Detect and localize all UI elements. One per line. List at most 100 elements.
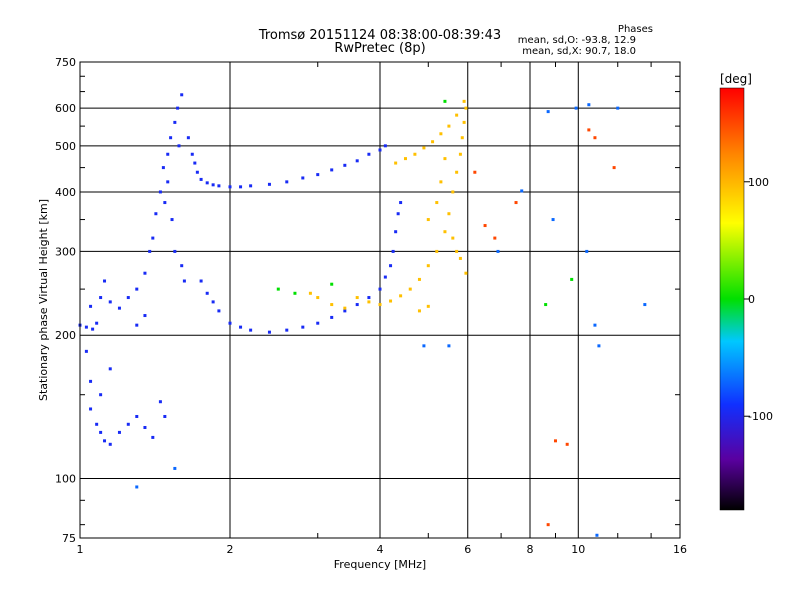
data-point (308, 291, 312, 295)
data-point (330, 303, 334, 307)
data-point (199, 177, 203, 181)
data-point (108, 300, 112, 304)
colorbar-tick-label: 100 (748, 176, 769, 189)
y-tick-label: 750 (55, 56, 76, 69)
data-point (422, 146, 426, 150)
data-point (89, 304, 93, 308)
data-point (593, 136, 597, 140)
data-point (173, 249, 177, 253)
data-point (205, 181, 209, 185)
data-point (458, 256, 462, 260)
plot-frame (79, 61, 681, 539)
x-tick-label: 2 (227, 543, 234, 556)
data-point (451, 236, 455, 240)
y-tick-label: 500 (55, 140, 76, 153)
data-point (391, 249, 395, 253)
data-point (95, 422, 99, 426)
x-axis-label: Frequency [MHz] (334, 558, 426, 571)
data-point (158, 190, 162, 194)
data-point (143, 271, 147, 275)
colorbar-tick-label: 0 (748, 293, 755, 306)
data-point (182, 279, 186, 283)
data-point (585, 249, 589, 253)
data-point (455, 113, 459, 117)
data-point (103, 439, 107, 443)
data-point (426, 218, 430, 222)
x-tick-label: 1 (77, 543, 84, 556)
data-point (616, 106, 620, 110)
data-point (443, 99, 447, 103)
colorbar-ticks: 100 0 -100 (744, 176, 773, 423)
data-point (643, 303, 647, 307)
data-point (143, 314, 147, 318)
data-point (249, 328, 253, 332)
data-point (464, 106, 468, 110)
data-point (99, 296, 103, 300)
data-point (228, 185, 232, 189)
data-point (151, 435, 155, 439)
data-point (249, 184, 253, 188)
data-point (355, 159, 359, 163)
data-point (458, 152, 462, 156)
data-point (228, 321, 232, 325)
data-point (587, 103, 591, 107)
data-point (135, 323, 139, 327)
y-tick-label: 100 (55, 473, 76, 486)
data-point (217, 309, 221, 313)
data-point (267, 330, 271, 334)
data-point (163, 414, 167, 418)
data-point (135, 414, 139, 418)
data-point (460, 136, 464, 140)
data-point (447, 212, 451, 216)
data-point (108, 367, 112, 371)
data-point (389, 264, 393, 268)
data-point (199, 279, 203, 283)
data-point (151, 236, 155, 240)
data-point (176, 106, 180, 110)
data-point (166, 180, 170, 184)
data-point (211, 183, 215, 187)
y-tick-label: 300 (55, 245, 76, 258)
x-tick-label: 10 (571, 543, 585, 556)
data-point (612, 166, 616, 170)
data-point (330, 315, 334, 319)
data-point (267, 182, 271, 186)
data-point (316, 173, 320, 177)
x-tick-label: 4 (377, 543, 384, 556)
data-point (417, 277, 421, 281)
data-point (422, 344, 426, 348)
colorbar (719, 87, 745, 511)
data-point (190, 152, 194, 156)
x-tick-label: 16 (673, 543, 687, 556)
data-point (462, 99, 466, 103)
data-point (435, 249, 439, 253)
data-point (135, 287, 139, 291)
data-point (597, 344, 601, 348)
data-point (394, 161, 398, 165)
data-point (399, 201, 403, 205)
y-tick-label: 200 (55, 329, 76, 342)
data-point (161, 166, 165, 170)
data-point (546, 523, 550, 527)
y-tick-label: 600 (55, 102, 76, 115)
data-point (551, 218, 555, 222)
data-point (574, 106, 578, 110)
data-point (180, 93, 184, 97)
data-point (587, 128, 591, 132)
data-point (399, 294, 403, 298)
data-point (103, 279, 107, 283)
data-point (403, 157, 407, 161)
data-point (89, 407, 93, 411)
data-point (343, 306, 347, 310)
data-point (117, 430, 121, 434)
data-point (443, 157, 447, 161)
stats-o-mode: mean, sd,O: -93.8, 12.9 (517, 35, 636, 46)
data-point (496, 249, 500, 253)
data-point (239, 325, 243, 329)
data-point (378, 303, 382, 307)
data-point (417, 309, 421, 313)
data-point (170, 218, 174, 222)
data-point (158, 400, 162, 404)
data-point (544, 303, 548, 307)
data-point (355, 303, 359, 307)
